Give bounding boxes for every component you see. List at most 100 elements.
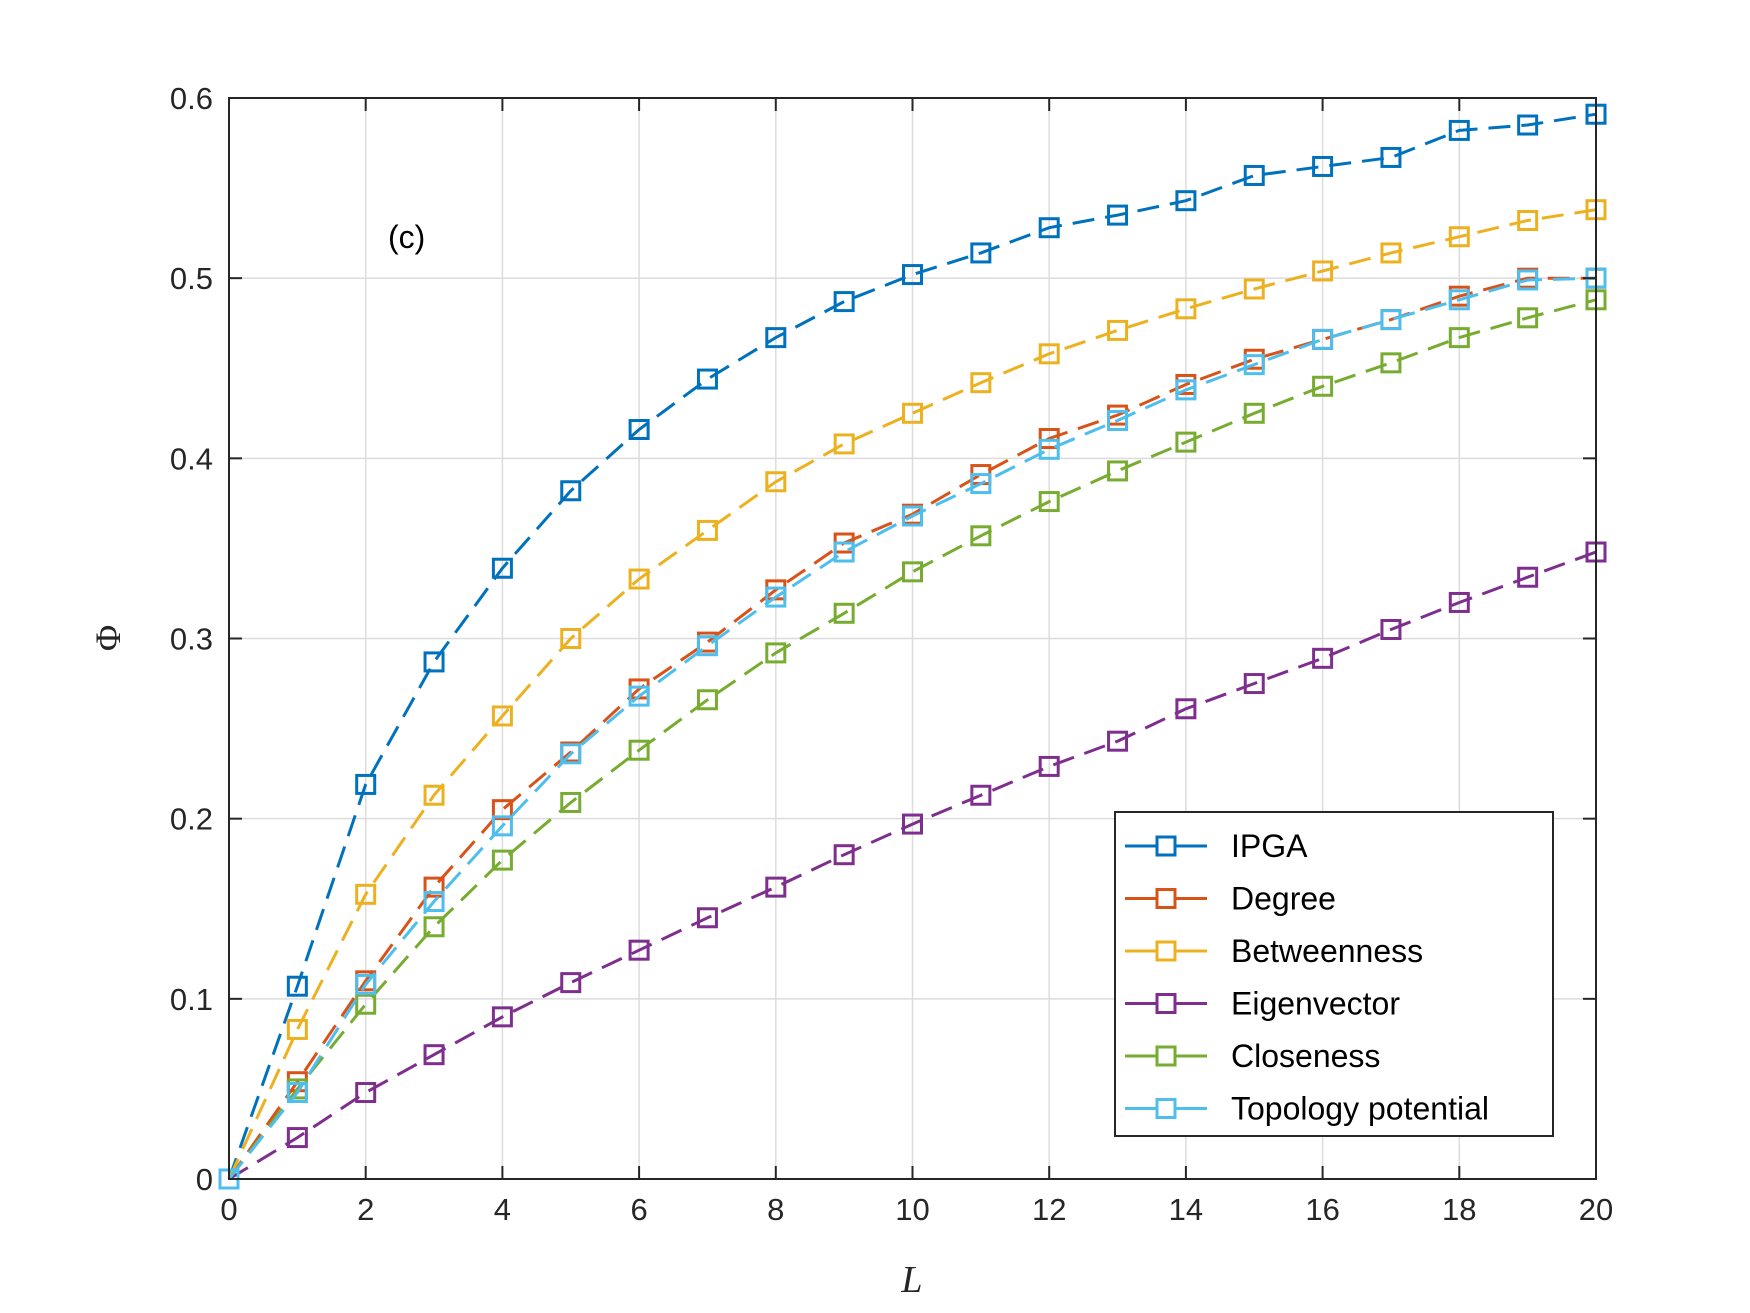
data-point-topology-potential: [1380, 309, 1402, 331]
data-point-eigenvector: [1517, 566, 1539, 588]
series-layer: [218, 103, 1607, 1190]
data-point-betweenness: [423, 784, 445, 806]
data-point-eigenvector: [1175, 698, 1197, 720]
x-tick-label: 14: [1169, 1192, 1203, 1227]
series-topology-potential: [218, 267, 1607, 1190]
data-point-closeness: [902, 561, 923, 583]
data-point-betweenness: [286, 1018, 308, 1040]
data-point-topology-potential: [491, 815, 513, 837]
data-point-eigenvector: [970, 784, 992, 806]
data-point-topology-potential: [833, 541, 855, 563]
y-tick-label: 0.4: [170, 441, 213, 476]
data-point-betweenness: [1175, 298, 1197, 320]
data-point-closeness: [765, 642, 787, 664]
data-point-ipga: [833, 291, 855, 313]
y-tick-label: 0.3: [170, 622, 213, 657]
data-point-closeness: [833, 602, 855, 624]
data-point-betweenness: [1243, 278, 1265, 300]
data-point-eigenvector: [765, 876, 787, 898]
data-point-betweenness: [628, 568, 650, 590]
data-point-ipga: [1107, 204, 1129, 226]
data-point-eigenvector: [696, 907, 718, 929]
data-point-ipga: [560, 480, 582, 502]
legend-label: IPGA: [1231, 828, 1308, 864]
panel-annotation: (c): [388, 219, 425, 255]
x-tick-label: 12: [1032, 1192, 1066, 1227]
data-point-ipga: [628, 419, 650, 441]
data-point-betweenness: [355, 883, 377, 905]
data-point-eigenvector: [286, 1127, 308, 1149]
data-point-closeness: [491, 849, 513, 871]
series-ipga: [218, 103, 1607, 1190]
data-point-ipga: [355, 773, 377, 795]
legend-label: Degree: [1231, 881, 1336, 917]
data-point-topology-potential: [696, 635, 718, 657]
data-point-betweenness: [1107, 319, 1129, 341]
series-line-topology-potential: [227, 276, 1597, 1180]
x-tick-label: 4: [494, 1192, 511, 1227]
legend-label: Betweenness: [1231, 933, 1423, 969]
data-point-closeness: [628, 739, 650, 761]
y-tick-label: 0.5: [170, 261, 213, 296]
data-point-ipga: [902, 264, 923, 286]
legend-swatch-marker: [1155, 835, 1177, 857]
data-point-betweenness: [491, 705, 513, 727]
data-point-betweenness: [1312, 260, 1334, 282]
data-point-closeness: [970, 525, 992, 547]
x-axis-title: L: [900, 1259, 922, 1301]
data-point-closeness: [423, 916, 445, 938]
data-point-closeness: [1312, 375, 1334, 397]
data-point-closeness: [1243, 402, 1265, 424]
legend-label: Eigenvector: [1231, 986, 1400, 1022]
data-point-betweenness: [970, 372, 992, 394]
data-point-topology-potential: [1107, 409, 1129, 431]
y-tick-label: 0.1: [170, 982, 213, 1017]
data-point-ipga: [423, 651, 445, 673]
data-point-eigenvector: [1380, 618, 1402, 640]
data-point-eigenvector: [1448, 591, 1470, 613]
data-point-closeness: [1038, 491, 1060, 513]
data-point-topology-potential: [1448, 289, 1470, 311]
data-point-eigenvector: [1312, 647, 1334, 669]
data-point-eigenvector: [423, 1044, 445, 1066]
y-tick-label: 0.2: [170, 802, 213, 837]
legend-item-topology-potential: Topology potential: [1125, 1091, 1489, 1127]
axis-ticks: 0 2 4 6 8 10 12 14 16 18 20 0 0.1 0.2 0.3 0.4 0.5 0.6: [170, 81, 1613, 1227]
x-tick-label: 18: [1442, 1192, 1476, 1227]
data-point-betweenness: [1380, 242, 1402, 264]
data-point-eigenvector: [1038, 755, 1060, 777]
data-point-topology-potential: [902, 505, 923, 527]
data-point-eigenvector: [833, 844, 855, 866]
legend-item-closeness: Closeness: [1125, 1038, 1380, 1074]
data-point-betweenness: [1517, 210, 1539, 232]
data-point-betweenness: [696, 519, 718, 541]
data-point-eigenvector: [1243, 673, 1265, 695]
legend-item-ipga: IPGA: [1125, 828, 1308, 864]
data-point-degree: [423, 876, 445, 898]
legend-item-betweenness: Betweenness: [1125, 933, 1423, 969]
data-point-ipga: [1448, 119, 1470, 141]
data-point-eigenvector: [628, 939, 650, 961]
data-point-eigenvector: [491, 1006, 513, 1028]
data-point-eigenvector: [1107, 730, 1129, 752]
data-point-closeness: [355, 993, 377, 1015]
x-tick-label: 8: [767, 1192, 784, 1227]
y-axis-title: Φ: [88, 625, 128, 651]
data-point-ipga: [1312, 155, 1334, 177]
data-point-betweenness: [902, 402, 923, 424]
data-point-closeness: [560, 791, 582, 813]
legend-item-degree: Degree: [1125, 881, 1336, 917]
data-point-eigenvector: [560, 972, 582, 994]
series-line-eigenvector: [228, 550, 1597, 1181]
x-tick-label: 2: [357, 1192, 374, 1227]
data-point-topology-potential: [765, 586, 787, 608]
series-line-betweenness: [227, 208, 1597, 1180]
data-point-topology-potential: [1312, 328, 1334, 350]
legend-swatch-marker: [1155, 888, 1177, 909]
legend-swatch-marker: [1155, 1045, 1177, 1067]
data-point-closeness: [1380, 352, 1402, 374]
data-point-degree: [491, 799, 513, 821]
data-point-eigenvector: [355, 1082, 377, 1104]
data-point-closeness: [696, 689, 718, 711]
